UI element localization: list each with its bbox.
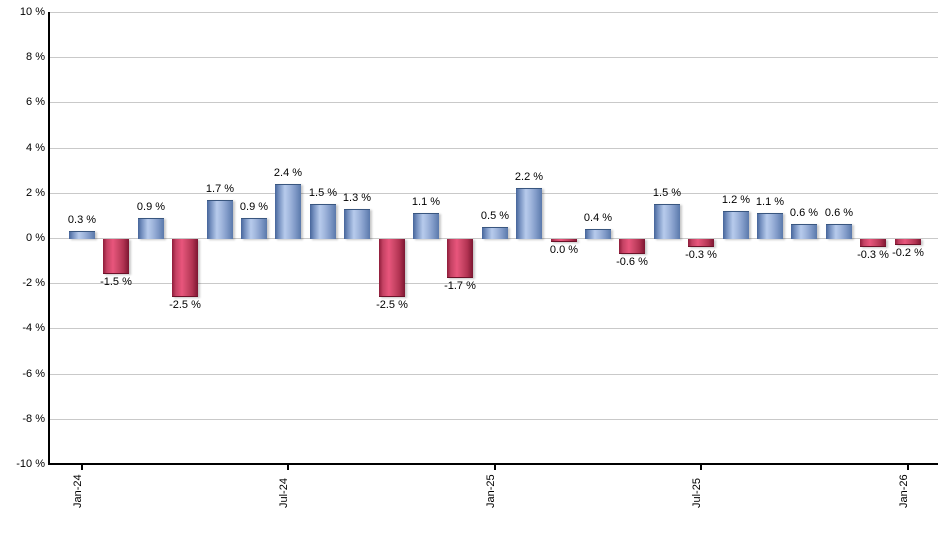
y-axis-line xyxy=(48,12,50,464)
bar-value-label: 1.5 % xyxy=(308,187,338,199)
gridline xyxy=(49,374,938,375)
x-tick-label: Jan-25 xyxy=(485,474,497,508)
bar xyxy=(447,239,473,278)
x-tick-mark xyxy=(494,464,496,470)
bar-value-label: 2.4 % xyxy=(273,167,303,179)
bar xyxy=(791,224,817,239)
y-tick-label: -10 % xyxy=(16,458,45,470)
bar xyxy=(860,239,886,247)
bar xyxy=(654,204,680,239)
bar xyxy=(723,211,749,239)
bar xyxy=(379,239,405,297)
x-tick-label: Jul-24 xyxy=(278,478,290,508)
bar-value-label: 0.6 % xyxy=(789,207,819,219)
bar-value-label: 0.3 % xyxy=(67,214,97,226)
bar xyxy=(826,224,852,239)
bar-value-label: 1.7 % xyxy=(205,183,235,195)
x-tick-mark xyxy=(81,464,83,470)
gridline xyxy=(49,283,938,284)
y-tick-label: -2 % xyxy=(22,277,45,289)
gridline xyxy=(49,193,938,194)
bar-value-label: 1.2 % xyxy=(721,194,751,206)
bar xyxy=(138,218,164,239)
bar xyxy=(344,209,370,239)
y-tick-label: 2 % xyxy=(26,187,45,199)
x-tick-label: Jan-26 xyxy=(898,474,910,508)
bar-value-label: -0.2 % xyxy=(892,247,924,259)
bar xyxy=(275,184,301,239)
gridline xyxy=(49,419,938,420)
bar xyxy=(551,239,577,242)
bar-value-label: 2.2 % xyxy=(514,171,544,183)
bar-value-label: -2.5 % xyxy=(169,299,201,311)
x-axis-line xyxy=(48,463,938,465)
gridline xyxy=(49,148,938,149)
y-tick-label: 8 % xyxy=(26,51,45,63)
bar-value-label: -0.3 % xyxy=(857,249,889,261)
bar xyxy=(241,218,267,239)
y-tick-label: -8 % xyxy=(22,413,45,425)
bar xyxy=(413,213,439,239)
bar-value-label: 1.3 % xyxy=(342,192,372,204)
bar xyxy=(207,200,233,239)
bar xyxy=(516,188,542,239)
bar-value-label: 0.4 % xyxy=(583,212,613,224)
bar xyxy=(688,239,714,247)
bar xyxy=(310,204,336,239)
y-tick-label: 10 % xyxy=(19,6,45,18)
gridline xyxy=(49,328,938,329)
bar-value-label: -0.3 % xyxy=(685,249,717,261)
bar xyxy=(585,229,611,239)
y-tick-label: 6 % xyxy=(26,96,45,108)
x-tick-mark xyxy=(287,464,289,470)
bar-value-label: -0.6 % xyxy=(616,256,648,268)
bar-value-label: 1.1 % xyxy=(411,196,441,208)
gridline xyxy=(49,102,938,103)
gridline xyxy=(49,57,938,58)
x-tick-label: Jan-24 xyxy=(72,474,84,508)
bar-value-label: -2.5 % xyxy=(376,299,408,311)
bar-value-label: 1.1 % xyxy=(755,196,785,208)
y-tick-label: 4 % xyxy=(26,142,45,154)
bar-value-label: -1.5 % xyxy=(100,276,132,288)
bar-value-label: 0.9 % xyxy=(136,201,166,213)
bar xyxy=(172,239,198,297)
bar-value-label: 0.5 % xyxy=(480,210,510,222)
y-tick-label: -4 % xyxy=(22,322,45,334)
x-tick-mark xyxy=(700,464,702,470)
bar-value-label: 0.6 % xyxy=(824,207,854,219)
x-tick-mark xyxy=(907,464,909,470)
bar xyxy=(757,213,783,239)
bar-value-label: 0.9 % xyxy=(239,201,269,213)
bar-value-label: 0.0 % xyxy=(549,244,579,256)
bar xyxy=(69,231,95,239)
bar xyxy=(482,227,508,239)
bar xyxy=(895,239,921,245)
bar-value-label: 1.5 % xyxy=(652,187,682,199)
bar-value-label: -1.7 % xyxy=(444,280,476,292)
bar xyxy=(619,239,645,254)
y-tick-label: 0 % xyxy=(26,232,45,244)
gridline xyxy=(49,12,938,13)
y-tick-label: -6 % xyxy=(22,368,45,380)
bar xyxy=(103,239,129,274)
x-tick-label: Jul-25 xyxy=(691,478,703,508)
